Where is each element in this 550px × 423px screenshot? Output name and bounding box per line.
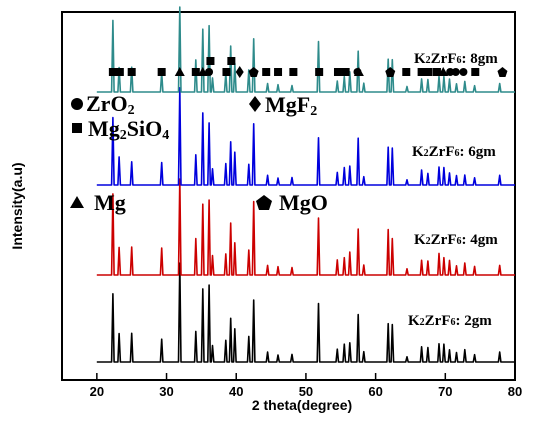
phase-marker-circle [446, 68, 455, 76]
series-group: K2ZrF6: 2gm K2ZrF6: 4gm K2ZrF6: 6gm K2ZrF6:… [96, 6, 515, 363]
legend-label-zro2: ZrO2 [86, 91, 135, 118]
phase-marker-pentagon [497, 67, 508, 77]
phase-marker-pentagon [248, 67, 259, 77]
phase-marker-square [108, 68, 117, 76]
x-tick-label: 30 [159, 384, 173, 399]
x-axis: 20 30 40 50 60 70 80 [90, 373, 522, 399]
phase-marker-diamond [235, 66, 244, 78]
phase-marker-circle [451, 68, 460, 76]
phase-marker-square [262, 68, 271, 76]
x-tick-label: 50 [299, 384, 313, 399]
phase-marker-square [127, 68, 136, 76]
phase-marker-square [227, 57, 236, 65]
series-line-3 [96, 87, 515, 186]
phase-marker-pentagon [385, 67, 396, 77]
series-line-2 [96, 178, 515, 276]
series-label-1: K2ZrF6: 2gm [408, 313, 492, 329]
legend-label-mgo: MgO [279, 190, 328, 215]
x-tick-label: 80 [508, 384, 522, 399]
phase-marker-square [424, 68, 433, 76]
series-label-3: K2ZrF6: 6gm [412, 144, 496, 160]
x-axis-title: 2 theta(degree) [252, 397, 352, 413]
series-line-4 [96, 6, 515, 93]
phase-marker-circle [459, 68, 468, 76]
phase-marker-triangle [353, 67, 364, 76]
phase-marker-square [191, 68, 200, 76]
phase-marker-square [402, 68, 411, 76]
phase-marker-square [315, 68, 324, 76]
phase-marker-square [289, 68, 298, 76]
triangle-icon [70, 196, 84, 208]
x-tick-label: 70 [438, 384, 452, 399]
phase-marker-square [333, 68, 342, 76]
legend-label-mg: Mg [94, 190, 126, 215]
legend-label-mgf2: MgF2 [265, 92, 317, 119]
phase-marker-square [222, 68, 231, 76]
phase-marker-square [274, 68, 283, 76]
phase-marker-square [471, 68, 480, 76]
phase-marker-square [341, 68, 350, 76]
phase-marker-square [115, 68, 124, 76]
legend-item-mgo: MgO [256, 190, 328, 215]
x-tick-label: 60 [368, 384, 382, 399]
circle-icon [71, 98, 83, 110]
legend-label-mg2sio4: Mg2SiO4 [88, 116, 169, 143]
legend-item-mgf2: MgF2 [249, 92, 317, 119]
x-tick-label: 40 [229, 384, 243, 399]
phase-marker-triangle [174, 67, 185, 76]
legend-item-mg2sio4: Mg2SiO4 [72, 116, 169, 143]
y-axis-title: Intensity(a.u) [9, 162, 25, 249]
series-label-2: K2ZrF6: 4gm [414, 232, 498, 248]
diamond-icon [249, 96, 261, 112]
plot-frame [61, 11, 516, 381]
legend-item-zro2: ZrO2 [71, 91, 135, 118]
series-line-1 [96, 262, 515, 363]
phase-markers [108, 57, 508, 78]
phase-marker-triangle [197, 67, 208, 76]
series-label-4: K2ZrF6: 8gm [414, 51, 498, 67]
phase-marker-square [206, 57, 215, 65]
x-tick-label: 20 [90, 384, 104, 399]
pentagon-icon [256, 195, 272, 210]
phase-marker-triangle [438, 67, 449, 76]
square-icon [72, 123, 82, 133]
phase-marker-square [417, 68, 426, 76]
phase-marker-square [432, 68, 441, 76]
legend-item-mg: Mg [70, 190, 126, 215]
phase-marker-square [157, 68, 166, 76]
legend: ZrO2 MgF2 Mg2SiO4 Mg MgO [70, 91, 328, 215]
phase-marker-circle [205, 68, 214, 76]
